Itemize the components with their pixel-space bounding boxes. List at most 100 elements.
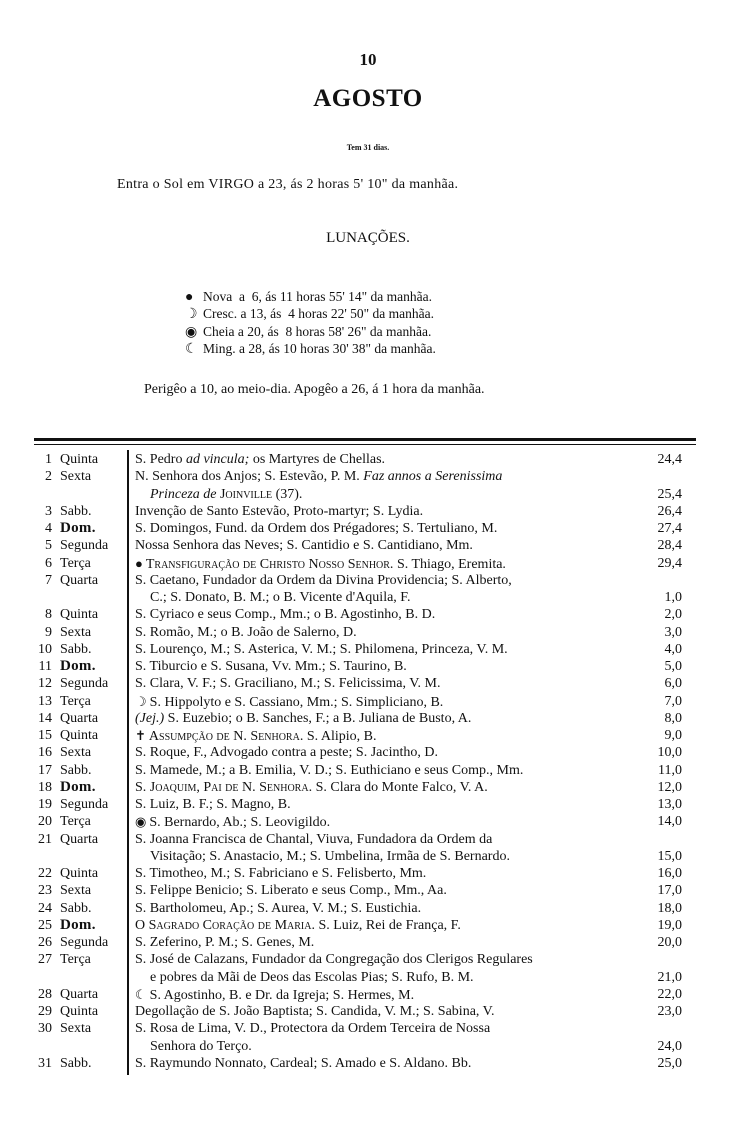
saints-text: S. Zeferino, P. M.; S. Genes, M.	[135, 934, 314, 951]
moon-age-value: 12,0	[657, 779, 683, 795]
day-number: 10	[38, 641, 52, 657]
day-number: 21	[38, 831, 52, 847]
table-top-rule-thin	[34, 444, 696, 445]
row-line: 27 Terça S. José de Calazans, Fundador da …	[0, 951, 736, 968]
table-row: 20 Terça ◉ S. Bernardo, Ab.; S. Leovigildo.…	[0, 813, 736, 830]
text-segment: S. Romão, M.; o B. João de Salerno, D.	[135, 624, 357, 640]
text-segment: ad vincula;	[185, 452, 250, 467]
weekday: Quinta	[60, 607, 99, 623]
saints-text: S. Joaquim, Pai de N. Senhora. S. Clara …	[135, 779, 488, 796]
row-line: 29 Quinta Degollação de S. João Baptista; …	[0, 1003, 736, 1020]
row-line: 15 Quinta ✝ Assumpção de N. Senhora. S. Ali…	[0, 727, 736, 744]
moon-age-value: 15,0	[657, 848, 683, 864]
table-row: 28 Quarta ☾ S. Agostinho, B. e Dr. da Igrej…	[0, 986, 736, 1003]
row-line: 26 Segunda S. Zeferino, P. M.; S. Genes, M…	[0, 934, 736, 951]
table-row: 6 Terça ● Transfiguração de Christo Nosso S…	[0, 555, 736, 572]
text-segment: os Martyres de Chellas.	[249, 452, 386, 467]
row-line: 1 Quinta S. Pedro ad vincula; os Martyres …	[0, 451, 736, 468]
text-segment: C.; S. Donato, B. M.; o B. Vicente d'Aqu…	[150, 590, 411, 605]
text-segment: S. Caetano, Fundador da Ordem da Divina …	[135, 572, 512, 588]
row-line: 20 Terça ◉ S. Bernardo, Ab.; S. Leovigildo.…	[0, 813, 736, 830]
table-row: 4 Dom. S. Domingos, Fund. da Ordem dos Pré…	[0, 520, 736, 537]
saints-text: S. Luiz, B. F.; S. Magno, B.	[135, 796, 291, 813]
table-row: 26 Segunda S. Zeferino, P. M.; S. Genes, M…	[0, 934, 736, 951]
moon-age-value: 25,4	[657, 486, 683, 502]
moon-age-value: 16,0	[657, 866, 683, 881]
moon-age-value: 7,0	[664, 693, 683, 709]
weekday: Terça	[60, 555, 91, 571]
day-number: 28	[38, 986, 52, 1002]
day-number: 11	[38, 659, 52, 674]
moon-age-value: 20,0	[657, 935, 683, 950]
day-number: 22	[38, 866, 52, 881]
saints-text: Princeza de Joinville (37).	[150, 486, 302, 503]
day-number: 19	[38, 797, 52, 812]
saints-text: S. Tiburcio e S. Susana, Vv. Mm.; S. Tau…	[135, 658, 407, 675]
day-number: 5	[45, 538, 52, 554]
day-number: 20	[38, 814, 52, 830]
day-number: 23	[38, 883, 52, 899]
row-line: 8 Quinta S. Cyriaco e seus Comp., Mm.; o B…	[0, 606, 736, 623]
table-row: 21 Quarta S. Joanna Francisca de Chantal, …	[0, 831, 736, 866]
moon-age-value: 3,0	[664, 624, 683, 640]
moon-age-value: 1,0	[664, 590, 683, 605]
row-line: 9 Sexta S. Romão, M.; o B. João de Salerno…	[0, 624, 736, 641]
row-line: 5 Segunda Nossa Senhora das Neves; S. Cant…	[0, 537, 736, 554]
saints-text: S. Domingos, Fund. da Ordem dos Prégador…	[135, 520, 497, 537]
weekday: Quarta	[60, 710, 99, 726]
text-segment: S. Alipio, B.	[303, 729, 377, 744]
day-number: 1	[45, 452, 52, 467]
weekday: Dom.	[60, 778, 96, 795]
row-line: 10 Sabb. S. Lourenço, M.; S. Asterica, V. …	[0, 641, 736, 658]
table-row: 19 Segunda S. Luiz, B. F.; S. Magno, B. 13,…	[0, 796, 736, 813]
moon-age-value: 26,4	[657, 503, 683, 519]
table-row: 15 Quinta ✝ Assumpção de N. Senhora. S. Ali…	[0, 727, 736, 744]
saints-text: S. Roque, F., Advogado contra a peste; S…	[135, 744, 438, 761]
saints-text: O Sagrado Coração de Maria. S. Luiz, Rei…	[135, 917, 461, 934]
day-number: 27	[38, 952, 52, 968]
weekday: Terça	[60, 952, 91, 968]
row-line: 12 Segunda S. Clara, V. F.; S. Graciliano,…	[0, 675, 736, 692]
lunation-row: ☽ Cresc. a 13, ás 4 horas 22' 50" da manh…	[185, 305, 436, 322]
day-number: 25	[38, 917, 52, 933]
weekday: Sabb.	[60, 503, 92, 519]
text-segment: Transfiguração de Christo Nosso Senhor.	[145, 556, 394, 572]
table-row: 10 Sabb. S. Lourenço, M.; S. Asterica, V. …	[0, 641, 736, 658]
text-segment: S. Luiz, Rei de França, F.	[314, 917, 461, 933]
table-row: 9 Sexta S. Romão, M.; o B. João de Salerno…	[0, 624, 736, 641]
day-number: 30	[38, 1021, 52, 1037]
moon-age-value: 5,0	[664, 659, 683, 674]
weekday: Sexta	[60, 745, 92, 761]
text-segment: S. Felippe Benicio; S. Liberato e seus C…	[135, 883, 447, 899]
day-number: 31	[38, 1055, 52, 1071]
saints-text: ✝ Assumpção de N. Senhora. S. Alipio, B.	[135, 727, 376, 745]
full-moon-icon: ◉	[135, 814, 147, 830]
saints-text: S. Pedro ad vincula; os Martyres de Chel…	[135, 451, 385, 468]
saints-text: S. Clara, V. F.; S. Graciliano, M.; S. F…	[135, 675, 440, 692]
row-line: 13 Terça ☽ S. Hippolyto e S. Cassiano, Mm.;…	[0, 693, 736, 710]
row-line: C.; S. Donato, B. M.; o B. Vicente d'Aqu…	[0, 589, 736, 606]
perigee-apogee-text: Perigêo a 10, ao meio-dia. Apogêo a 26, …	[144, 382, 485, 397]
weekday: Sexta	[60, 469, 92, 485]
text-segment: e pobres da Mãi de Deos das Escolas Pias…	[150, 969, 474, 985]
row-line: Visitação; S. Anastacio, M.; S. Umbelina…	[0, 848, 736, 865]
text-segment: S. Hippolyto e S. Cassiano, Mm.; S. Simp…	[149, 694, 444, 710]
text-segment: S. José de Calazans, Fundador da Congreg…	[135, 952, 533, 968]
row-line: 3 Sabb. Invenção de Santo Estevão, Proto-m…	[0, 503, 736, 520]
weekday: Dom.	[60, 658, 96, 674]
saints-text: S. Joanna Francisca de Chantal, Viuva, F…	[135, 831, 492, 848]
sun-entry-text: Entra o Sol em VIRGO a 23, ás 2 horas 5'…	[117, 177, 459, 192]
moon-age-value: 13,0	[657, 797, 683, 812]
moon-age-value: 22,0	[657, 986, 683, 1002]
cross-icon: ✝	[135, 728, 146, 743]
row-line: 2 Sexta N. Senhora dos Anjos; S. Estevão, …	[0, 468, 736, 485]
row-line: 28 Quarta ☾ S. Agostinho, B. e Dr. da Igrej…	[0, 986, 736, 1003]
day-number: 15	[38, 728, 52, 743]
table-row: 7 Quarta S. Caetano, Fundador da Ordem da …	[0, 572, 736, 607]
weekday: Sabb.	[60, 762, 92, 778]
saints-text: Invenção de Santo Estevão, Proto-martyr;…	[135, 503, 423, 520]
day-number: 12	[38, 676, 52, 692]
saints-text: N. Senhora dos Anjos; S. Estevão, P. M. …	[135, 468, 502, 485]
full-moon-icon: ◉	[185, 324, 198, 340]
weekday: Quarta	[60, 572, 99, 588]
